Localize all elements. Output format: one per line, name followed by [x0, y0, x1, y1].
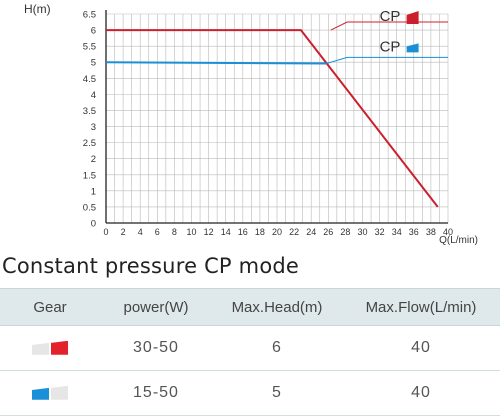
header-gear: Gear — [33, 298, 67, 316]
x-tick-label: 0 — [103, 227, 108, 237]
legend-label: CP — [380, 38, 401, 55]
header-max-head: Max.Head(m) — [231, 298, 323, 316]
y-tick-label: 4 — [91, 90, 96, 101]
x-tick-label: 38 — [426, 227, 436, 237]
y-tick-label: 2 — [91, 154, 96, 165]
blue-gear-icon — [32, 385, 68, 400]
y-tick-label: 4.5 — [83, 74, 96, 85]
legend-connector — [326, 56, 448, 64]
max-head-cell: 5 — [272, 384, 282, 401]
spec-table: Gear power(W) Max.Head(m) Max.Flow(L/min… — [0, 288, 500, 416]
legend-swatch — [406, 43, 419, 53]
max-flow-cell: 40 — [411, 339, 431, 356]
legend-label: CP — [380, 8, 401, 25]
x-tick-label: 34 — [392, 227, 402, 237]
red-gear-icon — [32, 340, 68, 355]
gear-cell — [0, 384, 100, 402]
x-tick-label: 4 — [138, 227, 143, 237]
header-power: power(W) — [123, 298, 189, 316]
x-tick-label: 14 — [221, 227, 231, 237]
legend-swatch — [406, 11, 419, 25]
x-axis-label: Q(L/min) — [439, 235, 478, 246]
x-tick-label: 10 — [186, 227, 196, 237]
x-tick-label: 28 — [340, 227, 350, 237]
series-line — [105, 61, 327, 65]
gear-active-segment — [51, 340, 68, 355]
pump-curve-chart: 0 2 4 6 8 10 12 14 16 18 20 22 24 26 28 30 32 34 36 38 40 0 0.… — [24, 2, 478, 246]
y-tick-label: 1.5 — [83, 170, 96, 181]
x-tick-label: 20 — [272, 227, 282, 237]
max-flow-cell: 40 — [411, 384, 431, 401]
gear-active-segment — [32, 387, 49, 400]
header-max-flow: Max.Flow(L/min) — [365, 298, 477, 316]
x-tick-label: 36 — [409, 227, 419, 237]
y-tick-label: 0 — [91, 219, 96, 230]
y-tick-label: 5.5 — [83, 42, 96, 53]
x-tick-label: 18 — [255, 227, 265, 237]
power-cell: 30-50 — [133, 339, 179, 356]
power-cell: 15-50 — [133, 384, 179, 401]
blue-gear-icon — [406, 43, 419, 53]
y-tick-label: 3 — [91, 122, 96, 133]
x-tick-label: 24 — [306, 227, 316, 237]
red-gear-icon — [406, 11, 419, 25]
max-head-cell: 6 — [272, 339, 282, 356]
x-tick-label: 12 — [204, 227, 214, 237]
y-tick-label: 3.5 — [83, 106, 96, 117]
x-tick-label: 8 — [172, 227, 177, 237]
y-tick-label: 0.5 — [83, 202, 96, 213]
table-row: 15-50 5 40 — [0, 371, 500, 416]
x-tick-label: 6 — [155, 227, 160, 237]
x-tick-label: 22 — [289, 227, 299, 237]
x-tick-label: 40 — [443, 227, 453, 237]
table-header: Gear power(W) Max.Head(m) Max.Flow(L/min… — [0, 288, 500, 326]
x-tick-label: 26 — [323, 227, 333, 237]
section-title: Constant pressure CP mode — [2, 254, 300, 278]
series-line — [106, 29, 439, 208]
table-row: 30-50 6 40 — [0, 326, 500, 371]
x-tick-label: 30 — [357, 227, 367, 237]
x-tick-label: 16 — [238, 227, 248, 237]
y-tick-label: 2.5 — [83, 138, 96, 149]
chart-svg: 0 2 4 6 8 10 12 14 16 18 20 22 24 26 28 30 32 34 36 38 4000.… — [24, 2, 478, 246]
y-axis-label: H(m) — [24, 2, 51, 16]
y-tick-label: 6 — [91, 26, 96, 37]
y-tick-label: 6.5 — [83, 10, 96, 21]
y-tick-label: 5 — [91, 58, 96, 69]
gear-cell — [0, 339, 100, 357]
y-tick-label: 1 — [91, 186, 96, 197]
x-tick-label: 2 — [121, 227, 126, 237]
x-tick-label: 32 — [375, 227, 385, 237]
